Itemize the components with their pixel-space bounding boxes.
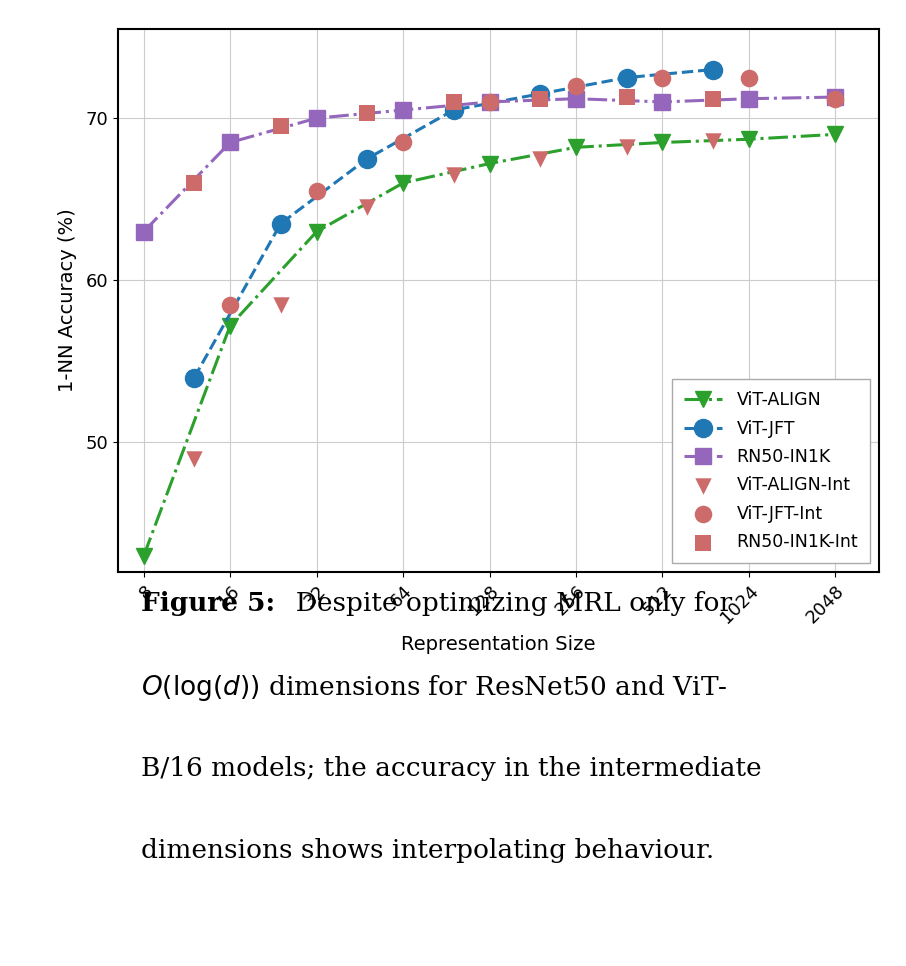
- RN50-IN1K: [398, 104, 409, 116]
- RN50-IN1K-Int: [360, 105, 374, 121]
- ViT-ALIGN-Int: [447, 167, 461, 183]
- ViT-JFT: [622, 71, 632, 83]
- ViT-JFT: [188, 372, 199, 384]
- Y-axis label: 1-NN Accuracy (%): 1-NN Accuracy (%): [58, 209, 77, 392]
- Line: ViT-JFT: ViT-JFT: [185, 61, 722, 386]
- RN50-IN1K-Int: [706, 91, 720, 106]
- RN50-IN1K-Int: [533, 91, 547, 106]
- ViT-ALIGN-Int: [360, 200, 374, 215]
- ViT-JFT-Int: [742, 70, 757, 85]
- X-axis label: Representation Size: Representation Size: [401, 636, 595, 654]
- ViT-JFT: [275, 217, 286, 229]
- ViT-JFT-Int: [482, 95, 496, 110]
- ViT-JFT: [448, 104, 459, 116]
- RN50-IN1K-Int: [274, 119, 288, 134]
- RN50-IN1K-Int: [187, 175, 201, 190]
- Legend: ViT-ALIGN, ViT-JFT, RN50-IN1K, ViT-ALIGN-Int, ViT-JFT-Int, RN50-IN1K-Int: ViT-ALIGN, ViT-JFT, RN50-IN1K, ViT-ALIGN…: [672, 379, 870, 563]
- Line: ViT-ALIGN: ViT-ALIGN: [136, 127, 843, 563]
- RN50-IN1K: [484, 97, 495, 108]
- ViT-JFT-Int: [569, 78, 583, 94]
- ViT-ALIGN-Int: [620, 140, 634, 156]
- ViT-JFT-Int: [828, 91, 843, 106]
- Text: B/16 models; the accuracy in the intermediate: B/16 models; the accuracy in the interme…: [140, 755, 761, 781]
- RN50-IN1K: [311, 112, 322, 124]
- RN50-IN1K-Int: [620, 89, 634, 104]
- ViT-ALIGN: [830, 128, 841, 140]
- Text: $O(\log(d))$ dimensions for ResNet50 and ViT-: $O(\log(d))$ dimensions for ResNet50 and…: [140, 673, 728, 703]
- ViT-ALIGN-Int: [274, 297, 288, 312]
- RN50-IN1K: [744, 93, 755, 104]
- Text: dimensions shows interpolating behaviour.: dimensions shows interpolating behaviour…: [140, 838, 714, 863]
- ViT-ALIGN: [225, 320, 236, 331]
- Text: Despite optimizing MRL only for: Despite optimizing MRL only for: [278, 591, 732, 616]
- ViT-ALIGN: [139, 550, 149, 561]
- ViT-JFT-Int: [396, 134, 410, 150]
- ViT-ALIGN: [311, 226, 322, 238]
- ViT-ALIGN: [398, 177, 409, 188]
- ViT-ALIGN: [571, 142, 582, 154]
- RN50-IN1K: [657, 97, 668, 108]
- RN50-IN1K: [571, 93, 582, 104]
- RN50-IN1K: [139, 226, 149, 238]
- ViT-ALIGN: [657, 136, 668, 148]
- ViT-JFT: [535, 88, 545, 99]
- ViT-ALIGN: [744, 133, 755, 145]
- ViT-ALIGN: [484, 157, 495, 169]
- RN50-IN1K: [830, 91, 841, 102]
- ViT-ALIGN-Int: [706, 133, 720, 149]
- RN50-IN1K: [225, 136, 236, 148]
- Line: RN50-IN1K: RN50-IN1K: [136, 90, 843, 240]
- ViT-JFT: [708, 64, 718, 75]
- ViT-JFT-Int: [223, 297, 237, 312]
- Text: Figure 5:: Figure 5:: [140, 591, 275, 616]
- ViT-JFT-Int: [309, 184, 323, 199]
- RN50-IN1K-Int: [447, 95, 461, 110]
- ViT-JFT: [361, 153, 372, 164]
- ViT-ALIGN-Int: [533, 151, 547, 166]
- ViT-ALIGN-Int: [187, 451, 201, 467]
- ViT-JFT-Int: [655, 70, 670, 85]
